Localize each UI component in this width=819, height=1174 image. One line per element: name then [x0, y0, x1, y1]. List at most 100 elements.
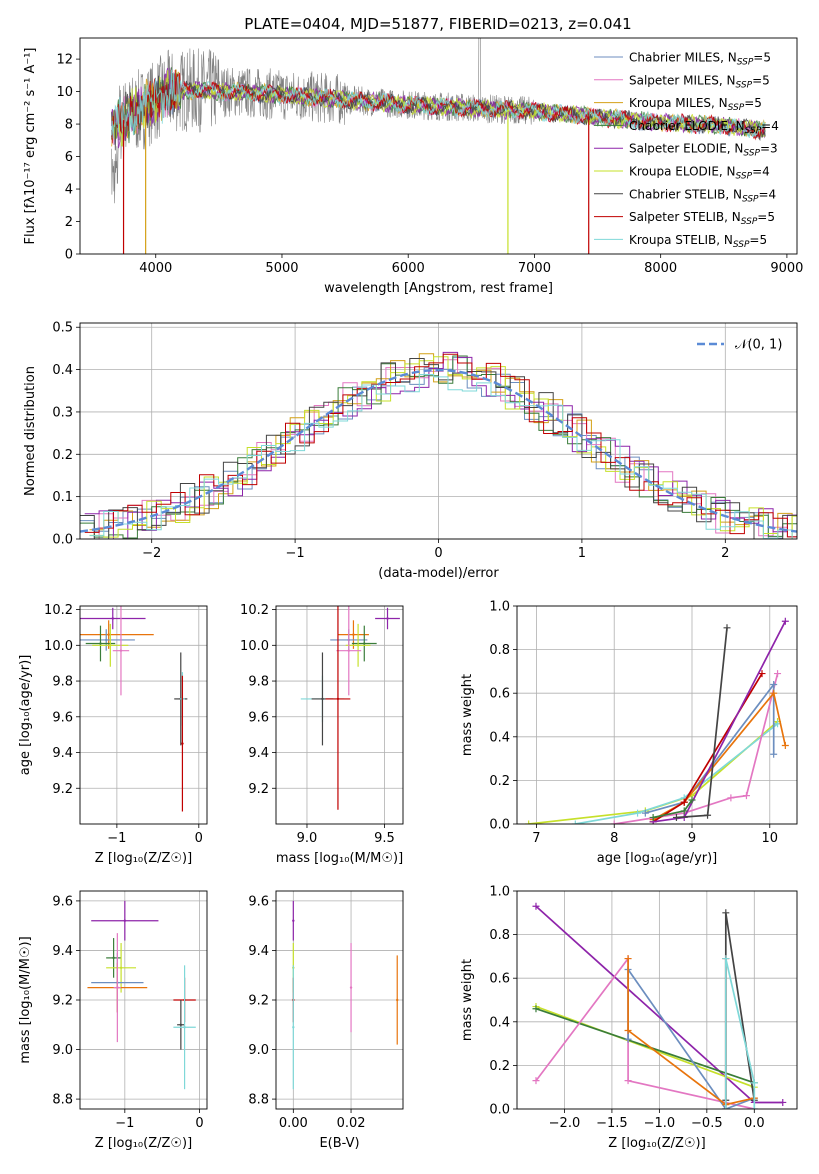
legend-label-chabrier_elodie: Chabrier ELODIE, NSSP=4: [629, 119, 779, 136]
histogram-kroupa_stelib: [89, 374, 797, 539]
data-point-mean_orange: [107, 633, 110, 636]
data-point-mean_orange: [352, 633, 355, 636]
y-tick-label: 0.6: [489, 687, 510, 702]
plus-marker-salpeter_miles: [774, 670, 782, 678]
plot-area-age_vs_Z: [80, 606, 188, 812]
plus-marker-chabrier_miles: [770, 680, 778, 688]
plot-area-spectrum: [111, 38, 766, 254]
y-tick-label: 9.4: [52, 746, 73, 761]
y-tick-label: 9.4: [52, 944, 73, 959]
plus-marker-mean_orange: [624, 1027, 632, 1035]
y-axis-label: Flux [fλ10⁻¹⁷ erg cm⁻² s⁻¹ A⁻¹]: [23, 48, 38, 245]
y-tick-label: 0.4: [489, 1015, 510, 1030]
figure-title: PLATE=0404, MJD=51877, FIBERID=0213, z=0…: [244, 15, 631, 33]
plot-area-residuals: [80, 351, 797, 539]
x-tick-label: −1: [107, 831, 126, 846]
x-tick-label: 0: [195, 831, 203, 846]
legend-label-salpeter_miles: Salpeter MILES, NSSP=5: [629, 73, 770, 90]
plot-area-mass_vs_Z: [87, 900, 196, 1090]
y-tick-label: 0.4: [52, 363, 73, 378]
plus-marker-chabrier_miles: [624, 1035, 632, 1043]
plot-area-mass_vs_ebv: [292, 900, 399, 1090]
plus-marker-chabrier_elodie: [680, 807, 688, 815]
x-tick-label: −1: [286, 546, 305, 561]
y-tick-label: 0.8: [489, 928, 510, 943]
x-tick-label: 7000: [518, 261, 551, 276]
panel-age_vs_mass: 9.0 9.5 9.2 9.4 9.6 9.8 10.0 10.2 mass [log₁₀(M/…: [240, 603, 404, 866]
y-tick-label: 9.2: [248, 994, 269, 1009]
y-tick-label: 0.2: [489, 1059, 510, 1074]
x-tick-label: 5000: [265, 261, 298, 276]
weight-line-kroupa_elodie: [535, 1005, 755, 1088]
data-point-kroupa_stelib: [183, 1026, 186, 1029]
plus-marker-kroupa_stelib: [722, 955, 730, 963]
panel-weight_vs_Z: −2.0 −1.5 −1.0 −0.5 0.0 0.0 0.2 0.4 0.6 0.8 1.0 Z […: [460, 885, 798, 1151]
weight-line-chabrier_miles: [627, 966, 755, 1109]
data-point-salpeter_elodie: [292, 919, 295, 922]
plus-marker-salpeter_elodie: [779, 1098, 787, 1106]
x-tick-label: −0.5: [691, 1116, 723, 1131]
weight-line-salpeter_stelib: [652, 673, 763, 823]
y-tick-label: 0.0: [52, 533, 73, 548]
axes-frame: [79, 37, 798, 255]
y-tick-label: 6: [65, 150, 73, 165]
y-tick-label: 8.8: [248, 1093, 269, 1108]
y-tick-label: 0.2: [489, 774, 510, 789]
x-axis-label: wavelength [Angstrom, rest frame]: [324, 281, 553, 296]
y-tick-label: 10.0: [44, 639, 73, 654]
y-tick-label: 4: [65, 183, 73, 198]
histogram-kroupa_elodie: [89, 356, 797, 539]
x-tick-label: 8000: [644, 261, 677, 276]
axes-frame: [516, 890, 798, 1110]
x-tick-label: 8: [610, 831, 618, 846]
x-tick-label: 1: [578, 546, 586, 561]
x-tick-label: −1.5: [596, 1116, 628, 1131]
y-tick-label: 0.1: [52, 490, 73, 505]
y-tick-label: 1.0: [489, 600, 510, 615]
x-axis-label: Z [log₁₀(Z/Z☉)]: [608, 1136, 705, 1151]
legend-label-normal: 𝒩(0, 1): [735, 338, 782, 353]
weight-line-chabrier_stelib: [724, 912, 756, 1101]
data-point-chabrier_stelib: [321, 697, 324, 701]
plus-marker-kroupa_stelib: [722, 1105, 730, 1109]
plot-area-weight_vs_Z: [532, 902, 787, 1109]
plus-marker-chabrier_elodie: [532, 1005, 540, 1013]
axes-frame: [275, 890, 404, 1110]
plot-area-weight_vs_age: [525, 617, 789, 824]
y-tick-label: 9.0: [52, 1043, 73, 1058]
legend-label-salpeter_stelib: Salpeter STELIB, NSSP=5: [629, 210, 775, 227]
plus-marker-mean_orange: [770, 689, 778, 697]
x-axis-label: Z [log₁₀(Z/Z☉)]: [95, 851, 192, 866]
plus-marker-kroupa_stelib: [634, 809, 642, 817]
plus-marker-salpeter_miles: [742, 792, 750, 800]
x-tick-label: 6000: [392, 261, 425, 276]
y-tick-label: 9.6: [248, 710, 269, 725]
data-point-chabrier_miles: [105, 638, 108, 642]
panel-age_vs_Z: −1 0 9.2 9.4 9.6 9.8 10.0 10.2 Z [log₁₀(Z/Z☉)] ag…: [18, 603, 208, 866]
data-point-salpeter_stelib: [181, 742, 184, 745]
x-tick-label: 9: [688, 831, 696, 846]
x-tick-label: 2: [721, 546, 729, 561]
weight-line-chabrier_elodie: [535, 1007, 755, 1084]
data-point-chabrier_elodie: [112, 956, 115, 960]
y-tick-label: 9.0: [248, 1043, 269, 1058]
plus-marker-chabrier_stelib: [722, 909, 730, 917]
plus-marker-chabrier_elodie: [649, 813, 657, 821]
plus-marker-salpeter_elodie: [781, 617, 789, 625]
data-point-kroupa_elodie: [109, 644, 112, 647]
plus-marker-salpeter_stelib: [758, 670, 766, 678]
x-tick-label: −1: [115, 1116, 134, 1131]
legend-label-kroupa_elodie: Kroupa ELODIE, NSSP=4: [629, 165, 770, 182]
y-tick-label: 9.2: [248, 782, 269, 797]
y-axis-label: mass weight: [460, 674, 475, 756]
x-tick-label: 9.5: [374, 831, 395, 846]
legend-label-kroupa_stelib: Kroupa STELIB, NSSP=5: [629, 233, 767, 250]
legend-label-chabrier_miles: Chabrier MILES, NSSP=5: [629, 51, 771, 68]
weight-line-kroupa_stelib: [724, 958, 756, 1109]
x-tick-label: 0.0: [744, 1116, 765, 1131]
x-tick-label: 7: [532, 831, 540, 846]
plus-marker-salpeter_stelib: [680, 798, 688, 806]
legend-label-salpeter_elodie: Salpeter ELODIE, NSSP=3: [629, 142, 778, 159]
y-tick-label: 9.6: [248, 894, 269, 909]
plus-marker-salpeter_miles: [532, 1077, 540, 1085]
